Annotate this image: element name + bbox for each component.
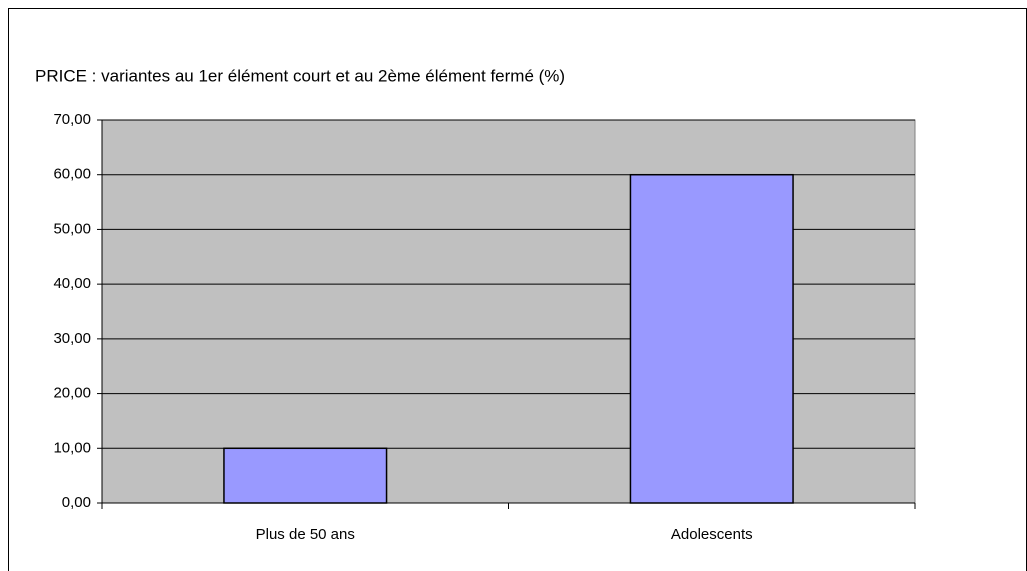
y-tick-label: 40,00 <box>53 275 91 292</box>
x-tick-label: Plus de 50 ans <box>256 526 355 543</box>
chart-title: PRICE : variantes au 1er élément court e… <box>35 66 565 85</box>
y-tick-label: 20,00 <box>53 385 91 402</box>
y-tick-label: 50,00 <box>53 220 91 237</box>
y-tick-label: 0,00 <box>62 494 91 511</box>
bar <box>223 447 388 504</box>
y-tick-label: 30,00 <box>53 330 91 347</box>
y-tick-label: 10,00 <box>53 439 91 456</box>
x-tick-label: Adolescents <box>671 526 753 543</box>
y-tick-label: 70,00 <box>53 111 91 128</box>
bar <box>629 173 794 504</box>
y-tick-label: 60,00 <box>53 166 91 183</box>
